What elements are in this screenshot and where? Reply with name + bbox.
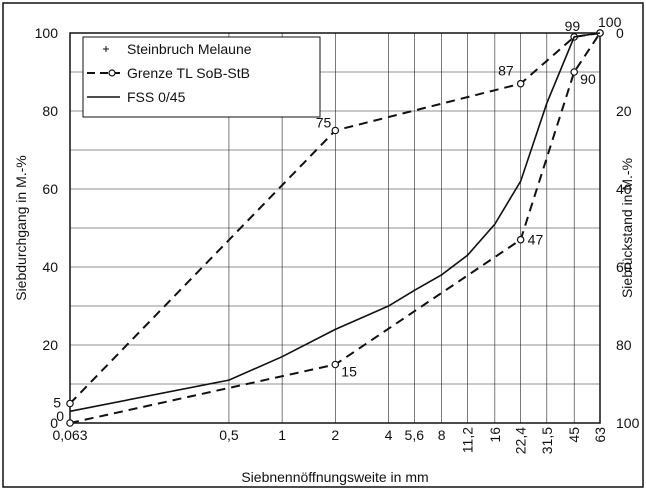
x-tick-label: 5,6 (405, 427, 425, 443)
y-tick-label: 40 (42, 259, 58, 275)
data-label: 0 (56, 408, 64, 424)
limit-point (66, 419, 74, 427)
y-axis-ticks: 0 20 40 60 80 100 (35, 25, 59, 431)
data-label: 15 (341, 364, 357, 380)
limit-point (516, 79, 525, 88)
y2-axis-ticks: 0 20 40 60 80 100 (616, 25, 640, 431)
legend-symbol-circle (108, 69, 116, 77)
legend-label: Steinbruch Melaune (127, 41, 252, 57)
y-tick-label: 60 (42, 181, 58, 197)
data-label: 90 (580, 71, 596, 87)
y-tick-label: 80 (42, 103, 58, 119)
x-tick-label: 0,063 (52, 427, 87, 443)
legend-box (82, 36, 321, 118)
limit-point (570, 68, 578, 76)
x-tick-label: 4 (385, 427, 393, 443)
x-tick-label: 0,5 (219, 427, 239, 443)
x-tick-label: 22,4 (513, 427, 529, 454)
legend: Steinbruch Melaune Grenze TL SoB-StB FSS 0… (82, 36, 321, 118)
x-tick-label: 1 (278, 427, 286, 443)
series-line-fss (69, 32, 601, 413)
data-label: 75 (316, 115, 332, 131)
series-layer (66, 29, 604, 427)
legend-symbol-plus (103, 46, 109, 52)
y-tick-label: 100 (35, 25, 59, 41)
data-label: 47 (528, 232, 544, 248)
x-tick-label: 45 (566, 427, 582, 443)
x-tick-label: 2 (331, 427, 339, 443)
limit-point (66, 399, 74, 408)
y-tick-label: 20 (42, 337, 58, 353)
y2-tick-label: 60 (616, 259, 632, 275)
plot-area (69, 32, 601, 424)
limit-point (331, 360, 340, 369)
y-axis-title: Siebdurchgang in M.-% (13, 155, 29, 301)
legend-items: Steinbruch Melaune Grenze TL SoB-StB FSS 0… (87, 41, 252, 105)
x-axis-title: Siebnennöffnungsweite in mm (241, 469, 428, 485)
y2-tick-label: 80 (616, 337, 632, 353)
legend-label: Grenze TL SoB-StB (127, 65, 250, 81)
x-tick-label: 16 (487, 427, 503, 443)
data-label: 87 (498, 63, 514, 79)
legend-label: FSS 0/45 (127, 89, 186, 105)
limit-point (331, 126, 340, 135)
y-tick-label: 0 (50, 415, 58, 431)
y2-tick-label: 100 (616, 415, 640, 431)
x-tick-label: 31,5 (539, 427, 555, 454)
data-label: 5 (53, 395, 61, 411)
x-tick-label: 11,2 (459, 427, 475, 453)
y2-tick-label: 40 (616, 181, 632, 197)
data-label: 100 (598, 14, 622, 30)
x-tick-label: 8 (438, 427, 446, 443)
x-axis-ticks: 0,063 0,5 1 2 4 5,6 8 11,2 16 22,4 31,5 45 63 (52, 427, 608, 454)
data-label: 99 (565, 18, 581, 34)
y2-tick-label: 20 (616, 103, 632, 119)
y2-tick-label: 0 (616, 25, 624, 41)
limit-point (516, 235, 525, 244)
y2-axis-title: Siebrückstand in M.-% (619, 158, 635, 298)
x-tick-label: 63 (592, 427, 608, 443)
